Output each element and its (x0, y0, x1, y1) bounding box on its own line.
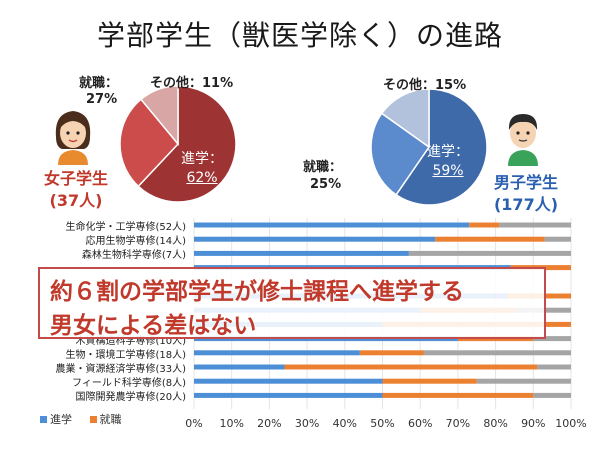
bar-segment (499, 222, 571, 228)
bar-segment (194, 364, 285, 370)
female-pie-slice-1 (119, 98, 179, 188)
female-pie-slice-0 (137, 85, 237, 203)
bar-segment (194, 250, 409, 256)
x-tick-label: 100% (555, 417, 587, 430)
legend-shuushoku-swatch (89, 416, 97, 423)
female-pie-chart (119, 85, 237, 203)
female-group-label: 女子学生 (43, 169, 108, 188)
female-shingaku-name: 進学： (181, 151, 223, 167)
legend-shingaku-swatch (40, 416, 47, 423)
bar-segment (194, 378, 383, 384)
male-pie-slice-1 (370, 112, 431, 196)
male-count-label: (177人) (493, 195, 559, 214)
callout-line-2: 男女による差はない (50, 313, 257, 339)
bar-segment (284, 364, 538, 370)
legend-shuushoku: 就職 (99, 413, 122, 426)
callout-line-1: 約６割の学部学生が修士課程へ進学する (50, 279, 464, 305)
category-label: 農業・資源経済学専修(33人) (55, 364, 186, 375)
x-tick-label: 50% (370, 417, 395, 430)
bar-segment (382, 392, 534, 398)
x-tick-label: 30% (294, 417, 320, 430)
bar-segment (435, 236, 545, 242)
male-shuushoku-value: 25% (310, 177, 342, 192)
callout-box: 約６割の学部学生が修士課程へ進学する 男女による差はない (38, 267, 546, 339)
bar-segment (544, 236, 571, 242)
male-other-label: その他：15% (383, 78, 467, 93)
category-label: 国際開発農学専修(20人) (75, 392, 186, 404)
male-shuushoku-name: 就職： (303, 160, 343, 175)
female-shingaku-value: 62% (186, 170, 218, 186)
category-label: 森林生物科学専修(7人) (81, 250, 186, 262)
bar-segment (533, 392, 571, 398)
female-other-label: その他：11% (150, 76, 234, 91)
category-label: フィールド科学専修(8人) (72, 378, 186, 390)
male-pie-slice-2 (380, 88, 430, 149)
male-student-icon (508, 114, 538, 166)
category-label: 木質構造科学専修(10人) (75, 335, 186, 347)
x-tick-label: 90% (521, 417, 546, 430)
x-tick-label: 0% (185, 417, 203, 430)
x-tick-label: 70% (445, 417, 471, 430)
female-student-icon (55, 111, 91, 165)
bar-segment (537, 364, 571, 370)
female-shuushoku-name: 就職： (79, 76, 119, 91)
bar-segment (194, 222, 470, 228)
x-tick-label: 20% (257, 417, 282, 430)
bar-segment (194, 350, 360, 356)
legend: 進学 就職 (40, 411, 122, 427)
female-shuushoku-value: 27% (86, 92, 118, 107)
x-tick-label: 80% (483, 417, 508, 430)
bar-segment (359, 350, 424, 356)
male-group-label: 男子学生 (493, 173, 558, 192)
bar-segment (423, 350, 571, 356)
x-tick-label: 60% (407, 417, 433, 430)
male-pie-chart (370, 88, 488, 206)
bar-segment (469, 222, 500, 228)
bar-segment (194, 392, 383, 398)
male-shingaku-name: 進学： (427, 144, 469, 160)
bar-segment (476, 378, 571, 384)
category-label: 生命化学・工学専修(52人) (65, 222, 186, 233)
bar-segment (533, 336, 571, 342)
male-pie-slice-0 (395, 88, 488, 206)
bar-segment (382, 378, 477, 384)
x-tick-label: 40% (332, 417, 358, 430)
bar-segment (408, 250, 571, 256)
page-title: 学部学生（獣医学除く）の進路 (96, 19, 503, 52)
x-tick-label: 10% (219, 417, 244, 430)
bar-segment (194, 236, 436, 242)
male-shingaku-value: 59% (432, 163, 464, 179)
legend-shingaku: 進学 (50, 413, 72, 426)
category-label: 応用生物学専修(14人) (85, 236, 186, 248)
category-label: 生物・環境工学専修(18人) (65, 349, 186, 361)
female-pie-slice-2 (139, 85, 179, 147)
female-count-label: (37人) (49, 191, 103, 210)
